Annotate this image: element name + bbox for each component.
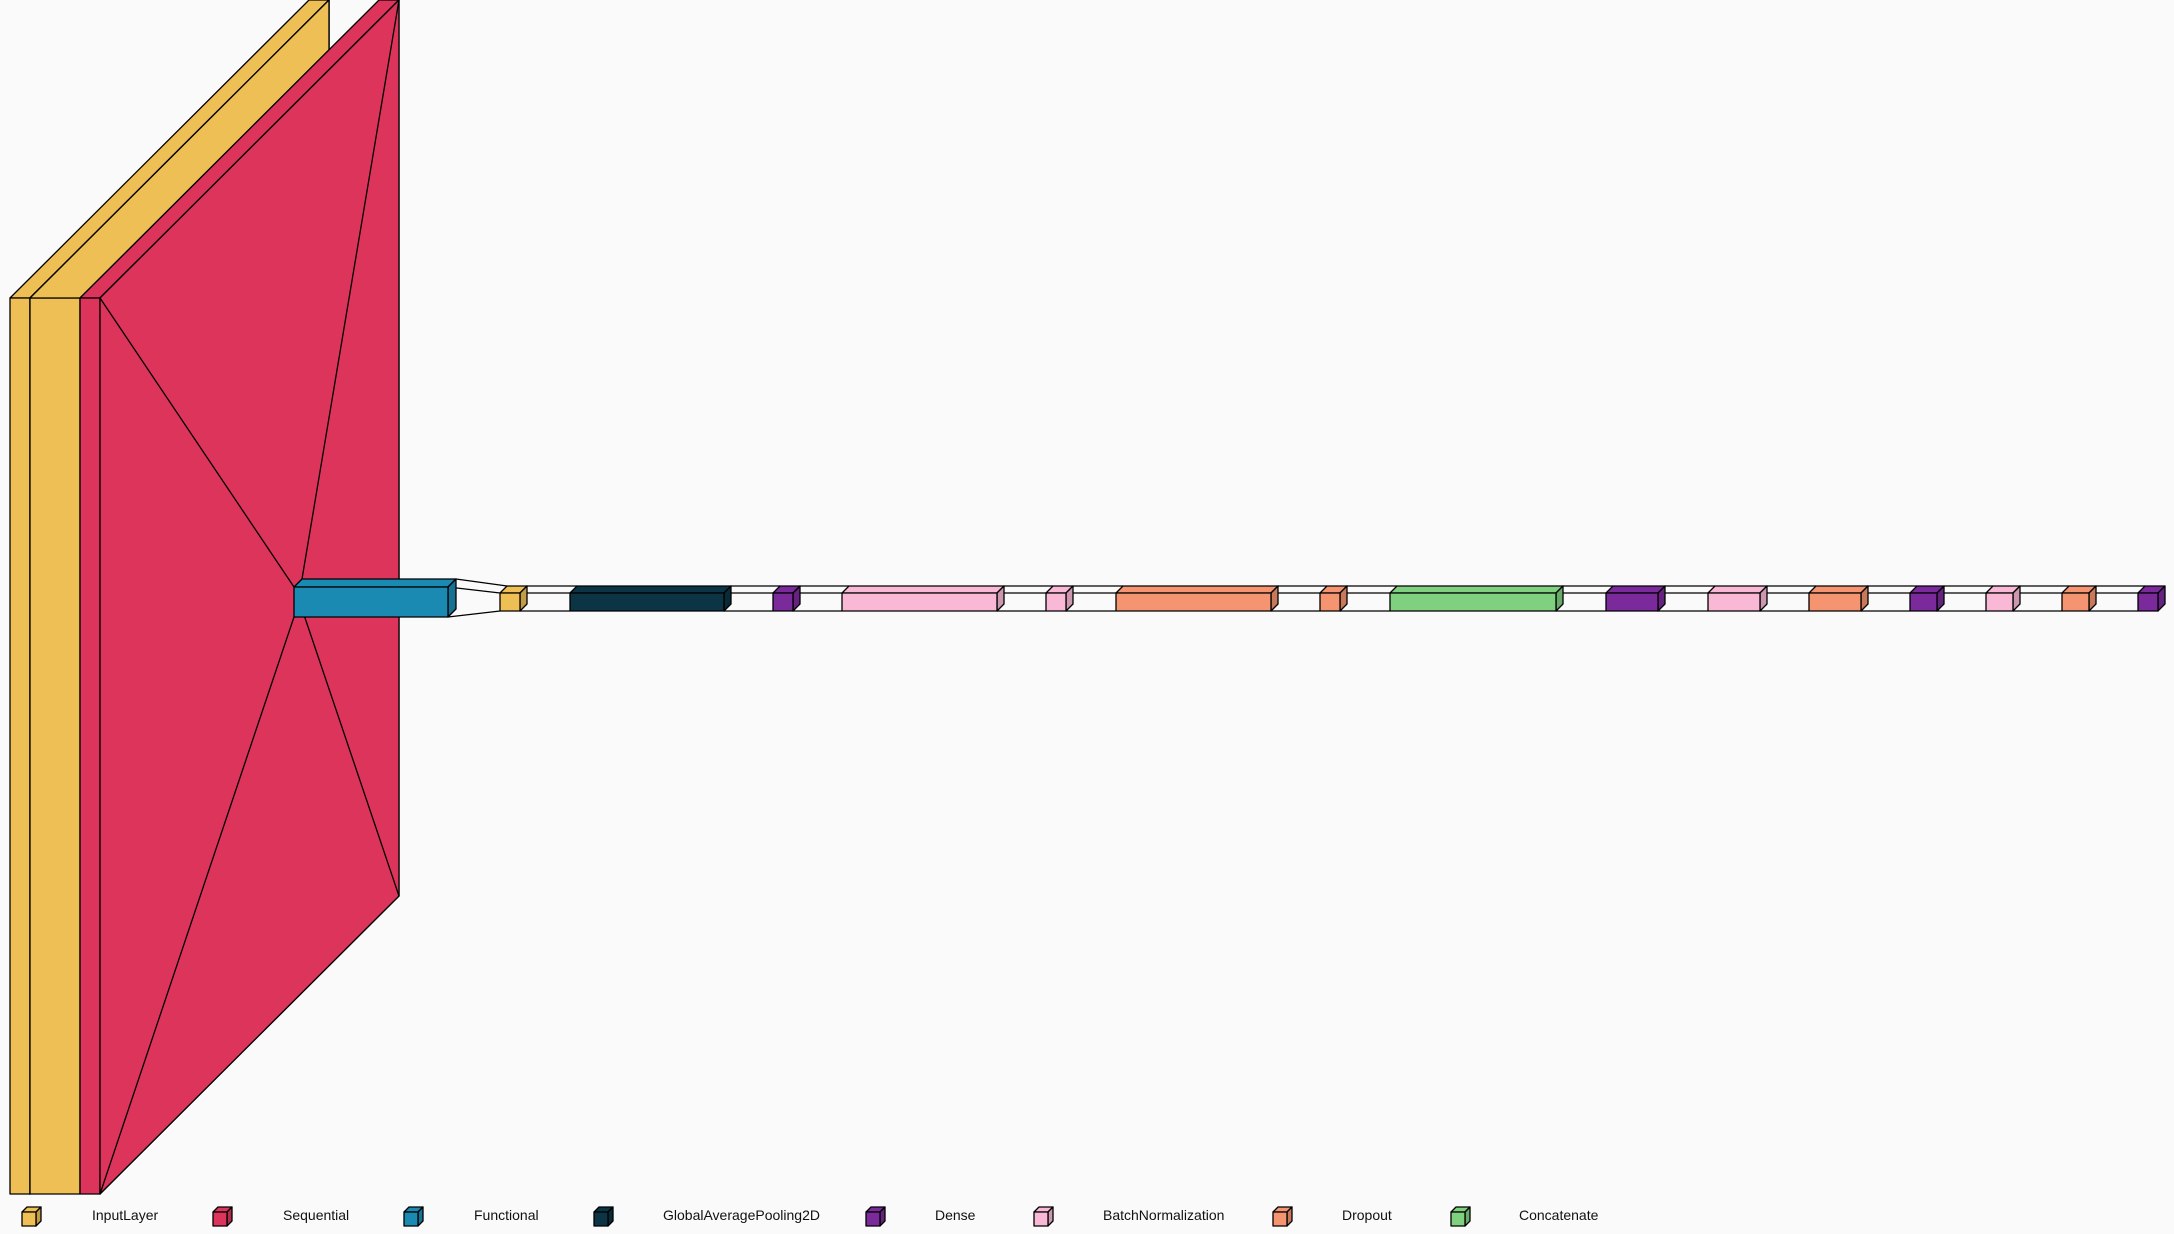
legend-swatch xyxy=(865,1211,881,1227)
layer-dropout-13 xyxy=(1808,585,1869,612)
legend-label: Sequential xyxy=(283,1207,349,1223)
layer-top-face xyxy=(1115,585,1279,594)
legend-item-dense: Dense xyxy=(865,1206,976,1227)
layer-input-3 xyxy=(499,585,528,612)
layer-dense-14 xyxy=(1909,585,1945,612)
legend-swatch xyxy=(403,1211,419,1227)
layer-front-face xyxy=(79,297,101,1195)
legend-swatch xyxy=(593,1211,609,1227)
layer-bn-7 xyxy=(1045,585,1074,612)
connector-line xyxy=(455,578,508,587)
layer-connectors xyxy=(447,578,2145,618)
layer-front-face xyxy=(2137,592,2159,612)
slab-front xyxy=(29,297,81,1195)
legend-label: BatchNormalization xyxy=(1103,1207,1224,1223)
layer-front-face xyxy=(2061,592,2090,612)
layer-front-face xyxy=(499,592,521,612)
layer-concat-10 xyxy=(1389,585,1564,612)
layer-top-face xyxy=(569,585,732,594)
legend-swatch xyxy=(21,1211,37,1227)
funnel-line xyxy=(301,0,400,580)
layer-dropout-16 xyxy=(2061,585,2097,612)
layer-dense-17 xyxy=(2137,585,2166,612)
legend-item-dropout: Dropout xyxy=(1272,1206,1392,1227)
layer-gap-4 xyxy=(569,585,732,612)
funnel-line xyxy=(301,608,400,897)
funnel-line xyxy=(99,297,295,588)
legend-label: Concatenate xyxy=(1519,1207,1599,1223)
legend-item-bn: BatchNormalization xyxy=(1033,1206,1224,1227)
legend: InputLayer Sequential Functional GlobalAver… xyxy=(21,1206,1599,1227)
layer-front-face xyxy=(9,297,31,1195)
layer-bn-12 xyxy=(1707,585,1768,612)
layer-front-face xyxy=(1319,592,1341,612)
layer-functional-2 xyxy=(293,578,457,618)
layer-top-face xyxy=(1808,585,1869,594)
layer-front-face xyxy=(293,586,449,618)
layer-front-face xyxy=(1605,592,1659,612)
layer-top-face xyxy=(841,585,1005,594)
sequential-volume xyxy=(99,0,400,1195)
legend-label: Dense xyxy=(935,1207,976,1223)
legend-item-sequential: Sequential xyxy=(212,1206,349,1227)
layer-front-face xyxy=(1985,592,2014,612)
layer-top-face xyxy=(1605,585,1666,594)
legend-swatch xyxy=(212,1211,228,1227)
layer-front-face xyxy=(1045,592,1067,612)
funnel-line xyxy=(99,616,295,1195)
layer-bn-15 xyxy=(1985,585,2021,612)
layer-top-face xyxy=(1707,585,1768,594)
layer-top-face xyxy=(293,578,457,588)
layer-bn-6 xyxy=(841,585,1005,612)
layer-blocks xyxy=(9,0,2166,1195)
layer-front-face xyxy=(841,592,998,612)
legend-label: GlobalAveragePooling2D xyxy=(663,1207,820,1223)
connector-line xyxy=(447,586,501,594)
legend-label: InputLayer xyxy=(92,1207,158,1223)
layer-front-face xyxy=(1808,592,1862,612)
layer-dense-11 xyxy=(1605,585,1666,612)
legend-swatch xyxy=(1033,1211,1049,1227)
legend-item-concat: Concatenate xyxy=(1450,1206,1599,1227)
layer-dropout-8 xyxy=(1115,585,1279,612)
layer-top-face xyxy=(1389,585,1564,594)
legend-item-gap: GlobalAveragePooling2D xyxy=(593,1206,820,1227)
legend-label: Functional xyxy=(474,1207,539,1223)
connector-line xyxy=(447,610,501,618)
layer-front-face xyxy=(1909,592,1938,612)
layer-input-slab xyxy=(29,0,330,1195)
layer-dropout-9 xyxy=(1319,585,1348,612)
layer-front-face xyxy=(1707,592,1761,612)
legend-item-input: InputLayer xyxy=(21,1206,158,1227)
layer-front-face xyxy=(772,592,794,612)
layer-front-face xyxy=(1389,592,1557,612)
legend-item-functional: Functional xyxy=(403,1206,539,1227)
layer-front-face xyxy=(569,592,725,612)
legend-label: Dropout xyxy=(1342,1207,1392,1223)
legend-swatch xyxy=(1272,1211,1288,1227)
layer-dense-5 xyxy=(772,585,801,612)
legend-swatch xyxy=(1450,1211,1466,1227)
layer-front-face xyxy=(1115,592,1272,612)
